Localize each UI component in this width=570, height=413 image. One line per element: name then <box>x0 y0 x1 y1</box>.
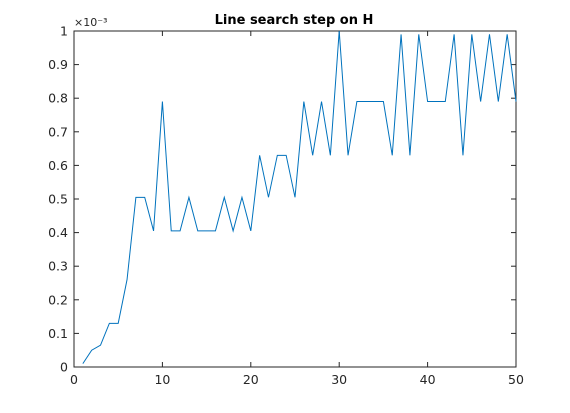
y-tick-label: 0.2 <box>48 292 68 307</box>
y-axis-exponent-label: ×10⁻³ <box>74 16 107 29</box>
y-tick-label: 0.8 <box>48 91 68 106</box>
y-tick-label: 1 <box>60 24 68 39</box>
x-tick-label: 40 <box>420 372 436 387</box>
y-tick-label: 0.6 <box>48 158 68 173</box>
axes-box <box>73 30 517 368</box>
x-tick-label: 20 <box>243 372 259 387</box>
x-tick-label: 50 <box>508 372 524 387</box>
y-tick-label: 0 <box>60 360 68 375</box>
x-tick-label: 10 <box>154 372 170 387</box>
y-tick-label: 0.1 <box>48 326 68 341</box>
series-line <box>82 30 517 364</box>
y-tick-label: 0.5 <box>48 192 68 207</box>
y-tick-label: 0.9 <box>48 57 68 72</box>
x-tick-label: 0 <box>70 372 78 387</box>
x-tick-label: 30 <box>331 372 347 387</box>
plot-area: 0 10 20 30 40 50 0 0.1 0.2 0.3 0.4 0.5 0.6 0.7 0.8 0.9 1 <box>48 24 524 388</box>
y-tick-label: 0.7 <box>48 124 68 139</box>
chart-title: Line search step on H <box>215 13 374 28</box>
y-tick-label: 0.3 <box>48 259 68 274</box>
y-tick-label: 0.4 <box>48 225 68 240</box>
